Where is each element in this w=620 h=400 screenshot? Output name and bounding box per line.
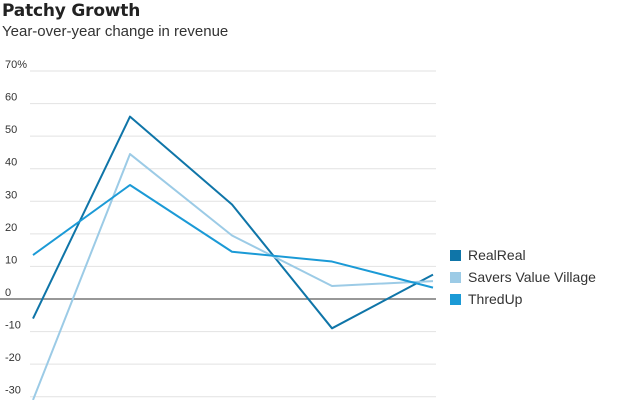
y-tick-label: 50 xyxy=(5,124,17,136)
series-line-thredup xyxy=(32,184,434,289)
legend-label-thredup: ThredUp xyxy=(468,291,523,307)
legend-item-realreal: RealReal xyxy=(450,244,596,266)
legend-label-savers-value-village: Savers Value Village xyxy=(468,269,596,285)
legend-swatch-thredup xyxy=(450,293,461,305)
y-axis-ticks: 70% 60 50 40 30 20 10 0 -10 -20 -30 xyxy=(5,59,27,397)
y-tick-label: 30 xyxy=(5,189,17,201)
y-tick-label: 70% xyxy=(5,59,27,71)
series-lines xyxy=(32,115,434,400)
series-line-savers-value-village xyxy=(32,153,434,400)
y-tick-label: 20 xyxy=(5,222,17,234)
y-tick-label: 40 xyxy=(5,157,17,169)
legend-label-realreal: RealReal xyxy=(468,247,526,263)
y-tick-label: -20 xyxy=(5,352,21,364)
y-tick-label: -30 xyxy=(5,385,21,397)
legend-swatch-realreal xyxy=(450,249,461,261)
legend: RealReal Savers Value Village ThredUp xyxy=(450,244,596,310)
chart-subtitle: Year-over-year change in revenue xyxy=(2,23,229,40)
y-tick-label: 60 xyxy=(5,92,17,104)
gridlines xyxy=(0,70,436,398)
legend-item-thredup: ThredUp xyxy=(450,288,596,310)
chart-title: Patchy Growth xyxy=(2,1,141,21)
y-tick-label: 10 xyxy=(5,254,17,266)
series-line-realreal xyxy=(32,115,434,330)
y-tick-label: -10 xyxy=(5,320,21,332)
y-tick-label: 0 xyxy=(5,287,11,299)
legend-item-savers-value-village: Savers Value Village xyxy=(450,266,596,288)
legend-swatch-savers-value-village xyxy=(450,271,461,283)
